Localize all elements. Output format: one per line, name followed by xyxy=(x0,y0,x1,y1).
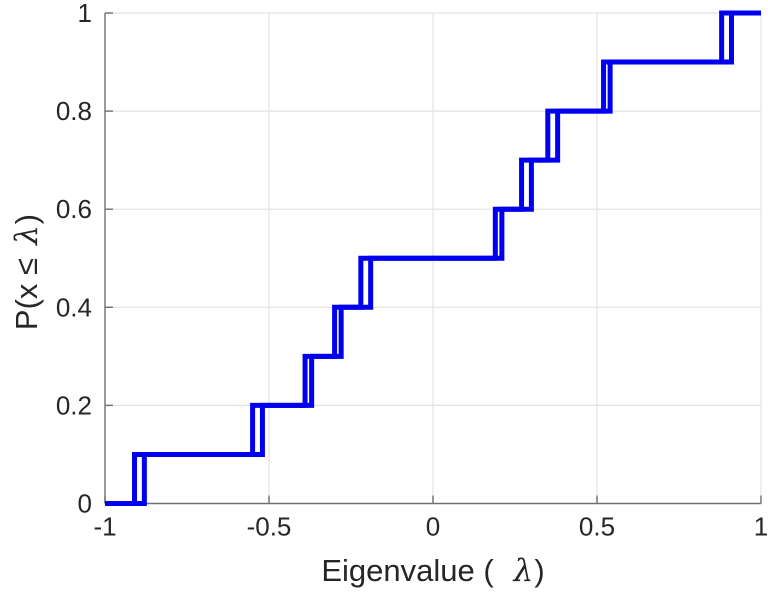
y-tick-label: 0.4 xyxy=(56,292,92,322)
x-tick-label: 0 xyxy=(426,512,440,542)
x-tick-label: 1 xyxy=(754,512,768,542)
ecdf-curve-2 xyxy=(105,10,761,506)
y-tick-label: 1 xyxy=(78,0,92,28)
lambda-symbol: λ xyxy=(9,225,45,245)
x-tick-label: 0.5 xyxy=(579,512,615,542)
y-tick-label: 0 xyxy=(78,489,92,519)
y-axis-label-close-paren: ) xyxy=(9,213,44,225)
x-tick-label: -1 xyxy=(93,512,116,542)
y-axis-label: P(x ≤ λ) xyxy=(9,214,45,330)
y-tick-label: 0.8 xyxy=(56,96,92,126)
ecdf-curves xyxy=(105,10,761,506)
x-tick-label: -0.5 xyxy=(247,512,292,542)
y-axis-label-text: P(x ≤ xyxy=(9,257,44,331)
gridlines xyxy=(105,12,762,504)
x-axis-label-close-paren: ) xyxy=(534,553,545,588)
lambda-symbol: λ xyxy=(513,553,534,589)
y-tick-label: 0.2 xyxy=(56,390,92,420)
x-axis-label: Eigenvalue ( λ) xyxy=(105,553,761,589)
x-axis-label-text: Eigenvalue ( xyxy=(321,553,494,588)
y-tick-labels: 0 0.2 0.4 0.6 0.8 1 xyxy=(56,0,92,519)
y-tick-label: 0.6 xyxy=(56,194,92,224)
x-tick-labels: -1 -0.5 0 0.5 1 xyxy=(93,512,768,542)
